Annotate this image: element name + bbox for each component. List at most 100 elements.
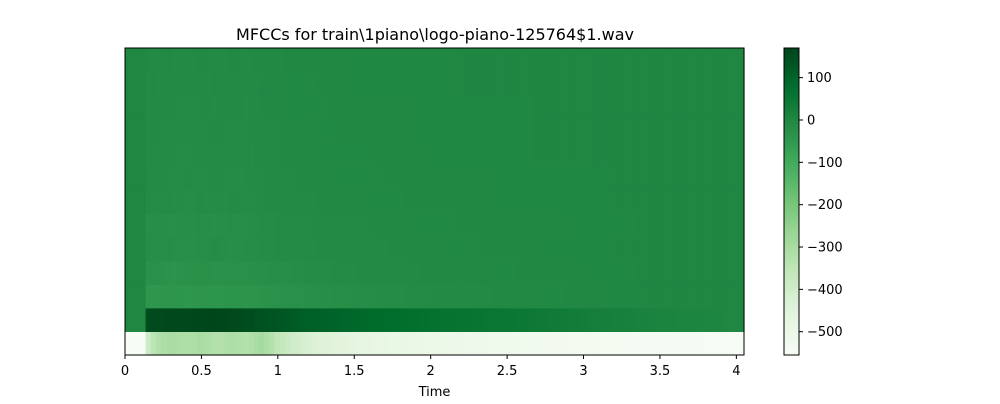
heatmap-cell	[527, 189, 534, 214]
heatmap-cell	[372, 48, 379, 73]
heatmap-cell	[718, 189, 724, 214]
heatmap-cell	[656, 189, 663, 214]
heatmap-cell	[501, 284, 508, 309]
heatmap-cell	[192, 236, 198, 262]
heatmap-cell	[125, 260, 131, 285]
heatmap-cell	[372, 71, 379, 96]
heatmap-cell	[367, 48, 374, 73]
heatmap-cell	[305, 142, 312, 167]
x-tick-label: 1	[274, 364, 282, 379]
heatmap-cell	[155, 166, 162, 191]
heatmap-cell	[424, 48, 430, 73]
heatmap-cell	[228, 284, 234, 309]
heatmap-cell	[713, 48, 719, 73]
heatmap-cell	[713, 166, 719, 191]
heatmap-cell	[475, 142, 482, 167]
heatmap-cell	[666, 331, 673, 356]
heatmap-cell	[279, 260, 286, 285]
heatmap-cell	[723, 331, 730, 356]
heatmap-cell	[181, 307, 188, 332]
heatmap-cell	[305, 118, 312, 144]
heatmap-cell	[300, 118, 307, 144]
heatmap-cell	[424, 189, 430, 214]
heatmap-cell	[444, 213, 451, 238]
heatmap-cell	[393, 284, 399, 309]
heatmap-cell	[429, 142, 436, 167]
heatmap-cell	[671, 284, 678, 309]
heatmap-cell	[351, 48, 358, 73]
heatmap-cell	[460, 95, 467, 120]
heatmap-cell	[733, 236, 740, 262]
heatmap-cell	[341, 307, 348, 332]
heatmap-cell	[166, 331, 173, 356]
heatmap-cell	[609, 331, 616, 356]
heatmap-cell	[135, 95, 142, 120]
heatmap-cell	[599, 71, 606, 96]
heatmap-cell	[398, 166, 405, 191]
heatmap-cell	[645, 260, 652, 285]
heatmap-cell	[413, 236, 420, 262]
heatmap-cell	[295, 189, 301, 214]
heatmap-cell	[145, 189, 152, 214]
heatmap-cell	[326, 118, 332, 144]
heatmap-cell	[553, 118, 559, 144]
heatmap-cell	[408, 95, 415, 120]
heatmap-cell	[707, 166, 714, 191]
heatmap-cell	[676, 71, 683, 96]
heatmap-cell	[449, 118, 456, 144]
heatmap-cell	[181, 260, 188, 285]
heatmap-cell	[584, 118, 590, 144]
heatmap-cell	[527, 48, 534, 73]
heatmap-cell	[625, 307, 632, 332]
heatmap-cell	[465, 166, 472, 191]
heatmap-cell	[733, 95, 740, 120]
heatmap-cell	[609, 95, 616, 120]
heatmap-cell	[517, 118, 523, 144]
heatmap-cell	[295, 213, 301, 238]
heatmap-cell	[738, 95, 745, 120]
heatmap-cell	[687, 118, 694, 144]
heatmap-cell	[702, 118, 709, 144]
heatmap-cell	[532, 284, 539, 309]
heatmap-cell	[697, 213, 704, 238]
heatmap-cell	[130, 166, 136, 191]
x-tick-label: 0	[121, 364, 129, 379]
heatmap-cell	[284, 284, 291, 309]
heatmap-cell	[542, 284, 549, 309]
heatmap-cell	[290, 166, 296, 191]
heatmap-cell	[248, 71, 255, 96]
heatmap-cell	[305, 71, 312, 96]
heatmap-cell	[398, 71, 405, 96]
heatmap-cell	[455, 260, 461, 285]
heatmap-cell	[656, 236, 663, 262]
heatmap-cell	[651, 48, 657, 73]
heatmap-cell	[243, 236, 250, 262]
heatmap-cell	[192, 142, 198, 167]
heatmap-cell	[501, 142, 508, 167]
heatmap-cell	[377, 307, 384, 332]
heatmap-cell	[197, 284, 203, 309]
heatmap-cell	[326, 213, 332, 238]
heatmap-cell	[702, 166, 709, 191]
heatmap-cell	[393, 71, 399, 96]
heatmap-cell	[326, 260, 332, 285]
heatmap-cell	[393, 307, 399, 332]
heatmap-cell	[573, 166, 580, 191]
heatmap-cell	[290, 118, 296, 144]
heatmap-cell	[140, 142, 147, 167]
heatmap-cell	[625, 142, 632, 167]
heatmap-cell	[166, 118, 173, 144]
heatmap-cell	[480, 236, 487, 262]
heatmap-cell	[259, 307, 265, 332]
heatmap-cell	[460, 142, 467, 167]
heatmap-cell	[661, 213, 668, 238]
heatmap-cell	[692, 71, 699, 96]
heatmap-cell	[429, 236, 436, 262]
heatmap-cell	[563, 71, 570, 96]
heatmap-cell	[166, 189, 173, 214]
heatmap-cell	[382, 307, 389, 332]
heatmap-cell	[424, 95, 430, 120]
heatmap-cell	[449, 48, 456, 73]
heatmap-cell	[635, 331, 642, 356]
heatmap-cell	[419, 142, 425, 167]
